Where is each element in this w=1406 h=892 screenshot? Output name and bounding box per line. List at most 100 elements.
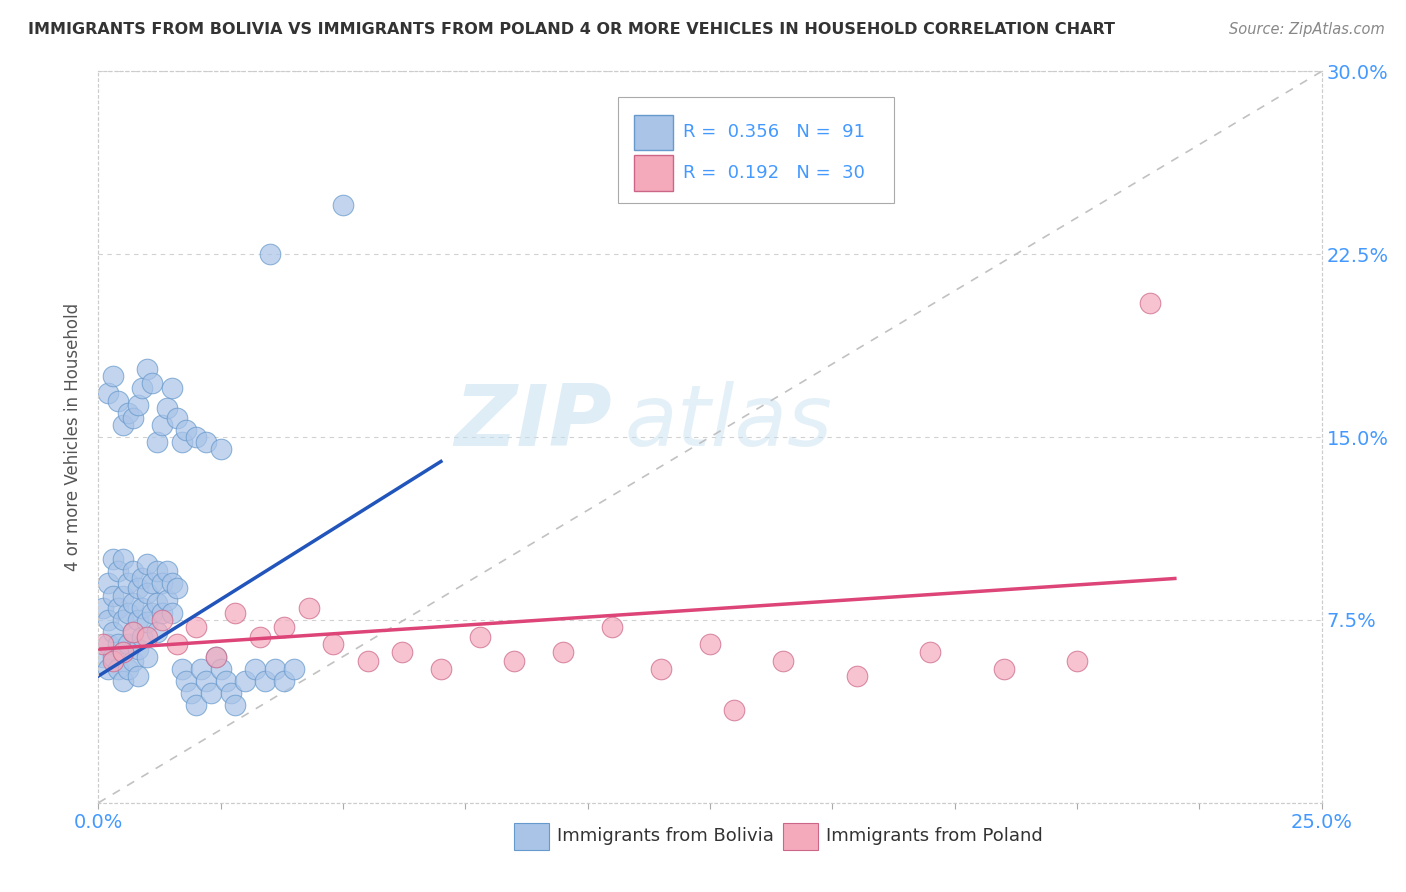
Point [101,589,124,603]
Point [273,620,295,634]
Point [121,410,143,425]
Point [263,662,285,676]
Bar [634,155,673,191]
Point [117,606,139,620]
Point [150,417,173,432]
Point [117,662,139,676]
Point [160,606,183,620]
Point [127,669,149,683]
Point [136,615,159,630]
Point [101,625,124,640]
Point [146,625,169,640]
Point [332,198,354,212]
Point [156,401,179,415]
Point [111,645,134,659]
Point [107,637,129,651]
Point [176,423,198,437]
Point [195,673,218,688]
Point [845,669,868,683]
Point [97,386,120,401]
Point [186,430,208,444]
Point [107,662,129,676]
Text: Source: ZipAtlas.com: Source: ZipAtlas.com [1229,22,1385,37]
Point [156,593,179,607]
Bar [783,822,818,850]
Point [127,581,149,595]
Point [136,557,159,571]
Point [205,649,228,664]
Point [209,442,232,457]
Point [97,637,120,651]
Point [127,613,149,627]
Point [101,654,124,668]
Point [107,564,129,578]
Text: IMMIGRANTS FROM BOLIVIA VS IMMIGRANTS FROM POLAND 4 OR MORE VEHICLES IN HOUSEHOL: IMMIGRANTS FROM BOLIVIA VS IMMIGRANTS FR… [28,22,1115,37]
Point [127,398,149,412]
Point [176,673,198,688]
Point [160,576,183,591]
Point [224,698,246,713]
Point [141,576,163,591]
Point [131,600,153,615]
Point [150,576,173,591]
Point [233,673,256,688]
Point [186,620,208,634]
Point [131,381,153,395]
Point [101,552,124,566]
Text: atlas: atlas [624,381,832,464]
Point [1139,296,1161,310]
Point [136,361,159,376]
Point [117,637,139,651]
Point [141,376,163,391]
Point [131,572,153,586]
Point [170,434,193,449]
Text: Immigrants from Poland: Immigrants from Poland [827,828,1043,846]
Point [111,552,134,566]
Point [166,581,188,595]
Point [253,673,276,688]
Text: Immigrants from Bolivia: Immigrants from Bolivia [557,828,773,846]
Point [259,247,281,261]
Point [186,698,208,713]
Text: ZIP: ZIP [454,381,612,464]
Point [195,434,218,449]
Point [209,662,232,676]
Point [101,369,124,384]
Point [156,564,179,578]
Point [219,686,242,700]
Point [283,662,305,676]
Bar [634,114,673,150]
Point [121,596,143,610]
Point [430,662,453,676]
Point [920,645,942,659]
Point [117,406,139,420]
Point [150,606,173,620]
Point [273,673,295,688]
Point [146,434,169,449]
Point [121,564,143,578]
Point [131,630,153,644]
Point [224,606,246,620]
Point [121,625,143,640]
Point [166,410,188,425]
Point [160,381,183,395]
Point [146,564,169,578]
Point [166,637,188,651]
Point [503,654,526,668]
Text: R =  0.356   N =  91: R = 0.356 N = 91 [683,123,865,141]
Point [391,645,413,659]
Point [205,649,228,664]
FancyBboxPatch shape [619,97,894,203]
Point [91,600,114,615]
Point [723,703,745,717]
Point [200,686,222,700]
Point [243,662,266,676]
Point [91,649,114,664]
Point [111,589,134,603]
Point [190,662,212,676]
Point [1066,654,1088,668]
Point [180,686,202,700]
Point [97,613,120,627]
Point [97,576,120,591]
Point [553,645,575,659]
